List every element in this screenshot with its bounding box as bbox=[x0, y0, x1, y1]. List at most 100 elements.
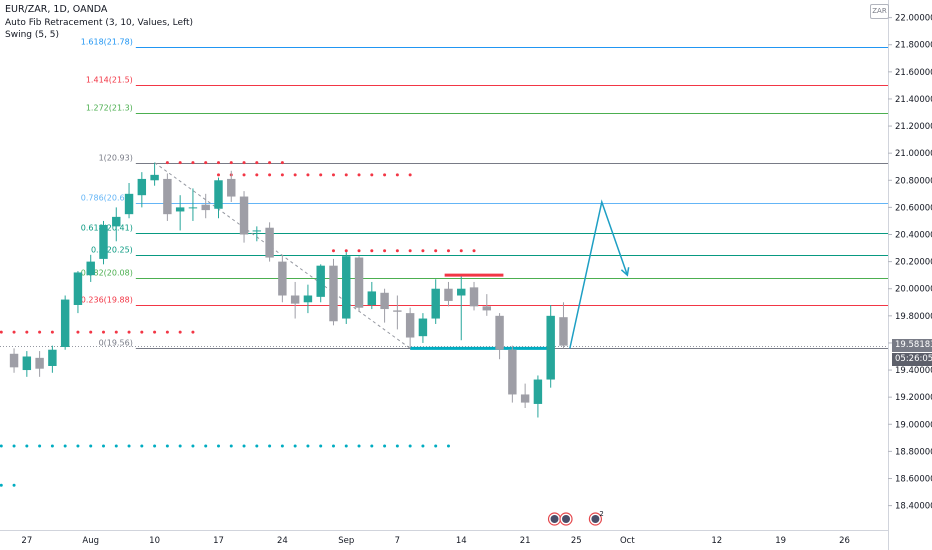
price-tick-label: 21.00000 bbox=[895, 149, 932, 159]
swing-high-dot bbox=[89, 330, 93, 334]
bullish-candle bbox=[60, 295, 70, 350]
swing-high-dot bbox=[370, 173, 374, 177]
swing-high-dot bbox=[344, 249, 348, 253]
candle-body bbox=[546, 315, 555, 380]
swing-high-dot bbox=[395, 249, 399, 253]
swing-low-dot bbox=[0, 483, 3, 487]
event-icon bbox=[550, 515, 559, 523]
swing-high-dot bbox=[268, 161, 272, 165]
candle-body bbox=[329, 265, 338, 322]
swing-high-dot bbox=[446, 249, 450, 253]
bullish-candle bbox=[86, 254, 95, 282]
fib-indicator-label[interactable]: Auto Fib Retracement (3, 10, Values, Lef… bbox=[5, 18, 194, 28]
bullish-candle bbox=[546, 304, 555, 388]
fib-level-label: 1.618(21.78) bbox=[81, 38, 133, 47]
bearish-candle bbox=[559, 302, 568, 349]
swing-high-dot bbox=[280, 173, 284, 177]
price-tick-label: 21.20000 bbox=[895, 122, 932, 132]
swing-low-dot bbox=[268, 444, 272, 448]
price-tick-label: 21.40000 bbox=[895, 95, 932, 105]
swing-low-dot bbox=[242, 444, 246, 448]
candle-body bbox=[48, 349, 57, 366]
swing-high-dot bbox=[127, 330, 131, 334]
swing-high-dot bbox=[216, 161, 220, 165]
chart-title[interactable]: EUR/ZAR, 1D, OANDA bbox=[5, 4, 108, 15]
projection-path bbox=[569, 199, 629, 349]
event-icon bbox=[591, 515, 600, 523]
candle-body bbox=[214, 180, 223, 209]
swing-high-dot bbox=[344, 173, 348, 177]
swing-high-dot bbox=[370, 249, 374, 253]
event-marker[interactable] bbox=[547, 512, 562, 526]
bullish-candle bbox=[112, 207, 121, 242]
candle-body bbox=[520, 394, 530, 403]
time-axis[interactable]: 27 Aug 10 17 24 Sep 7 14 21 25 Oct 12 19 26 bbox=[21, 536, 850, 546]
candle-body bbox=[393, 310, 402, 312]
bullish-candle bbox=[431, 279, 440, 324]
swing-low-dot bbox=[101, 444, 105, 448]
swing-high-dot bbox=[319, 173, 323, 177]
swing-high-dot bbox=[306, 173, 310, 177]
event-marker[interactable]: 2 bbox=[588, 510, 604, 526]
candle-body bbox=[9, 353, 19, 368]
candle-body bbox=[112, 216, 121, 227]
swing-low-dot bbox=[357, 444, 361, 448]
swing-high-dot bbox=[255, 173, 259, 177]
candle-body bbox=[60, 299, 70, 348]
bearish-candle bbox=[393, 295, 402, 330]
bearish-candle bbox=[380, 288, 389, 323]
time-tick-label: 26 bbox=[839, 536, 850, 546]
bearish-candle bbox=[520, 383, 530, 409]
swing-low-dot bbox=[446, 444, 450, 448]
price-tick-label: 19.80000 bbox=[895, 312, 932, 322]
swing-high-dot bbox=[204, 161, 208, 165]
swing-high-dot bbox=[101, 330, 105, 334]
bullish-candle bbox=[48, 345, 57, 373]
currency-badge[interactable]: ZAR bbox=[870, 4, 889, 19]
bullish-candle bbox=[124, 182, 134, 219]
swing-indicator-label[interactable]: Swing (5, 5) bbox=[5, 30, 60, 40]
bullish-candle bbox=[316, 264, 325, 303]
candle-body bbox=[559, 317, 568, 346]
bearish-candle bbox=[354, 256, 364, 312]
swing-low-dot bbox=[216, 444, 220, 448]
event-count: 2 bbox=[599, 510, 603, 518]
candle-body bbox=[201, 204, 210, 211]
swing-low-dot bbox=[370, 444, 374, 448]
swing-high-dot bbox=[165, 330, 169, 334]
candle-body bbox=[265, 227, 274, 258]
swing-low-dot bbox=[12, 483, 16, 487]
bearish-candle bbox=[508, 345, 517, 403]
event-marker[interactable] bbox=[559, 512, 573, 526]
swing-low-dot bbox=[408, 444, 412, 448]
swing-high-dot bbox=[140, 330, 144, 334]
price-tick-label: 18.60000 bbox=[895, 474, 932, 484]
swing-high-dot bbox=[434, 249, 438, 253]
candle-body bbox=[367, 291, 377, 305]
swing-low-dot bbox=[0, 444, 3, 448]
candle-body bbox=[303, 295, 313, 303]
time-tick-label: 24 bbox=[277, 536, 288, 546]
swing-high-dot bbox=[76, 330, 80, 334]
candle-body bbox=[22, 356, 32, 371]
swing-high-dot bbox=[357, 249, 361, 253]
price-tick-label: 20.80000 bbox=[895, 176, 932, 186]
swing-low-dot bbox=[127, 444, 131, 448]
swing-high-dot bbox=[25, 330, 29, 334]
bearish-candle bbox=[278, 254, 287, 303]
fib-level-label: 0.382(20.08) bbox=[81, 269, 133, 278]
candle-body bbox=[252, 230, 262, 232]
price-tick-label: 21.80000 bbox=[895, 41, 932, 51]
candle-body bbox=[175, 207, 185, 212]
fib-level-label: 0.5(20.25) bbox=[91, 246, 133, 255]
time-tick-label: Aug bbox=[82, 536, 99, 546]
candle-body bbox=[278, 261, 287, 296]
candle-body bbox=[163, 178, 172, 215]
swing-high-dot bbox=[178, 161, 182, 165]
swing-high-dot bbox=[191, 161, 195, 165]
bearish-candle bbox=[329, 258, 338, 326]
event-markers[interactable]: 2 bbox=[547, 510, 604, 526]
candle-body bbox=[380, 292, 389, 310]
candle-body bbox=[316, 265, 325, 297]
